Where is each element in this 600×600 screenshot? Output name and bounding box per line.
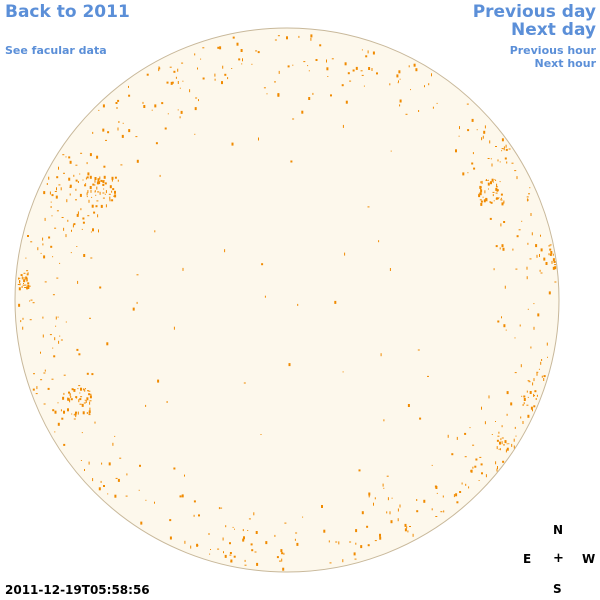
next-day-link[interactable]: Next day	[511, 20, 596, 40]
solar-disk	[14, 27, 560, 573]
faculae-layer	[17, 34, 557, 571]
plus-icon: +	[553, 551, 564, 566]
compass-south-label: S	[553, 582, 562, 596]
compass-east-label: E	[523, 552, 532, 566]
compass-north-label: N	[553, 523, 564, 537]
previous-hour-link[interactable]: Previous hour	[509, 44, 596, 57]
compass-west-label: W	[582, 552, 596, 566]
observation-timestamp: 2011-12-19T05:58:56	[5, 583, 150, 597]
see-facular-data-link[interactable]: See facular data	[5, 44, 107, 57]
previous-day-link[interactable]: Previous day	[472, 2, 596, 22]
next-hour-link[interactable]: Next hour	[534, 57, 597, 70]
back-to-year-link[interactable]: Back to 2011	[5, 2, 130, 22]
